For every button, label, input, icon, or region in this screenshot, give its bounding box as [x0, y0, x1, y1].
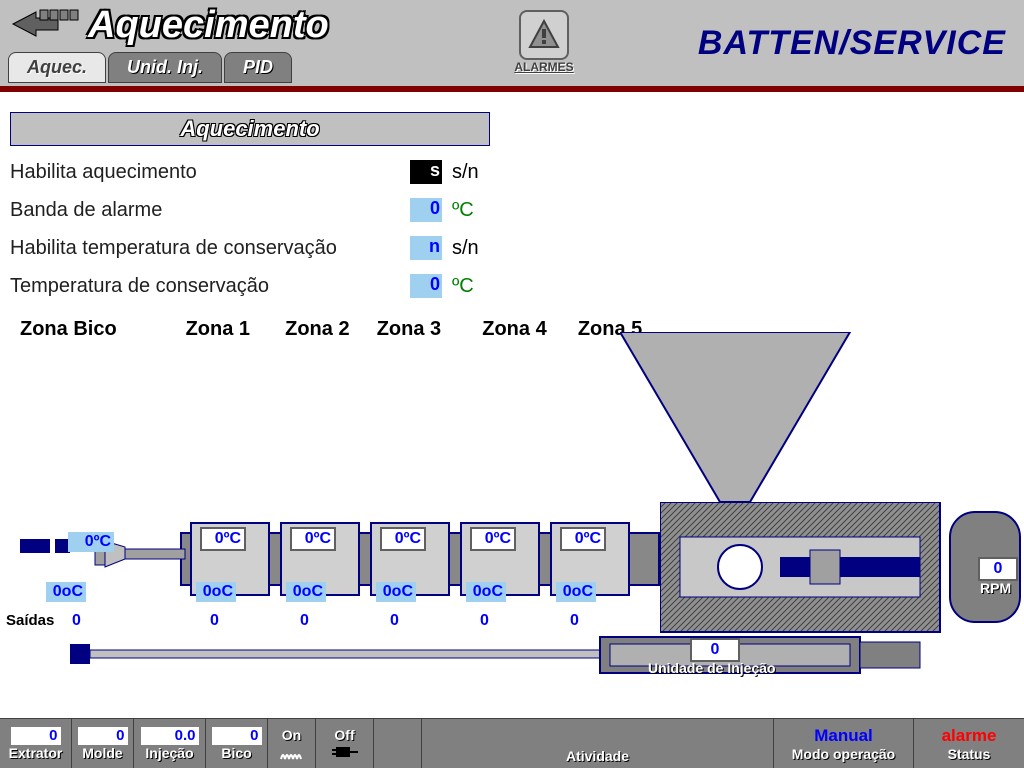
footer-injecao[interactable]: 0.0 Injeção — [134, 719, 206, 768]
footer-value: 0 — [212, 727, 262, 745]
header-bar: Aquecimento Aquec. Unid. Inj. PID ALARME… — [0, 0, 1024, 92]
heat-on-icon — [277, 743, 307, 761]
saidas-bico: 0 — [72, 612, 81, 630]
rpm-label: RPM — [980, 580, 1011, 596]
injection-cylinder — [70, 632, 990, 692]
footer-bar: 0 Extrator 0 Molde 0.0 Injeção 0 Bico On… — [0, 718, 1024, 768]
footer-status[interactable]: alarme Status — [914, 719, 1024, 768]
footer-atividade: Atividade — [422, 719, 774, 768]
param-unit: ºC — [452, 199, 474, 222]
zone-reading-3: 0oC — [376, 582, 416, 602]
status-label: Status — [948, 746, 991, 762]
zone-setpoint-bico[interactable]: 0ºC — [68, 532, 114, 552]
injection-value[interactable]: 0 — [690, 638, 740, 662]
param-label: Habilita aquecimento — [10, 161, 410, 184]
footer-bico[interactable]: 0 Bico — [206, 719, 268, 768]
param-unit: s/n — [452, 237, 479, 260]
off-label: Off — [334, 727, 354, 743]
tab-aquec[interactable]: Aquec. — [8, 52, 106, 83]
atividade-label: Atividade — [566, 748, 629, 764]
brand-logo: BATTEN/SERVICE — [698, 24, 1006, 63]
param-input[interactable]: s — [410, 160, 442, 184]
param-input[interactable]: n — [410, 236, 442, 260]
zone-setpoint-1[interactable]: 0ºC — [200, 527, 246, 551]
footer-label: Bico — [221, 745, 251, 761]
param-habilita-aquecimento: Habilita aquecimento s s/n — [10, 160, 1014, 184]
tab-unid-inj[interactable]: Unid. Inj. — [108, 52, 222, 83]
page-title: Aquecimento — [88, 4, 329, 47]
on-label: On — [282, 727, 301, 743]
param-label: Banda de alarme — [10, 199, 410, 222]
footer-molde[interactable]: 0 Molde — [72, 719, 134, 768]
zone-setpoint-3[interactable]: 0ºC — [380, 527, 426, 551]
param-unit: s/n — [452, 161, 479, 184]
footer-label: Injeção — [145, 745, 193, 761]
footer-off[interactable]: Off — [316, 719, 374, 768]
tab-bar: Aquec. Unid. Inj. PID — [8, 52, 292, 83]
main-content: Aquecimento Habilita aquecimento s s/n B… — [0, 92, 1024, 361]
param-habilita-temp-conserv: Habilita temperatura de conservação n s/… — [10, 236, 1014, 260]
param-temp-conserv: Temperatura de conservação 0 ºC — [10, 274, 1014, 298]
modo-label: Modo operação — [792, 746, 895, 762]
modo-value: Manual — [814, 726, 873, 746]
param-input[interactable]: 0 — [410, 198, 442, 222]
alarms-label: ALARMES — [514, 60, 574, 74]
footer-value: 0 — [11, 727, 61, 745]
zone-setpoint-2[interactable]: 0ºC — [290, 527, 336, 551]
footer-value: 0 — [78, 727, 128, 745]
zone-reading-2: 0oC — [286, 582, 326, 602]
saidas-4: 0 — [480, 612, 489, 630]
param-label: Habilita temperatura de conservação — [10, 237, 410, 260]
footer-value: 0.0 — [141, 727, 199, 745]
zone-setpoint-5[interactable]: 0ºC — [560, 527, 606, 551]
injection-label: Unidade de Injeção — [648, 660, 776, 676]
zone-reading-5: 0oC — [556, 582, 596, 602]
status-value: alarme — [942, 726, 997, 746]
param-unit: ºC — [452, 275, 474, 298]
saidas-5: 0 — [570, 612, 579, 630]
saidas-1: 0 — [210, 612, 219, 630]
param-banda-alarme: Banda de alarme 0 ºC — [10, 198, 1014, 222]
zone-reading-bico: 0oC — [46, 582, 86, 602]
rpm-value: 0 — [978, 557, 1018, 581]
footer-label: Extrator — [9, 745, 63, 761]
tab-pid[interactable]: PID — [224, 52, 292, 83]
saidas-2: 0 — [300, 612, 309, 630]
zone-reading-1: 0oC — [196, 582, 236, 602]
section-title: Aquecimento — [10, 112, 490, 146]
warning-icon — [519, 10, 569, 60]
plug-icon — [330, 743, 360, 761]
param-label: Temperatura de conservação — [10, 275, 410, 298]
zone-reading-4: 0oC — [466, 582, 506, 602]
footer-on[interactable]: On — [268, 719, 316, 768]
logo-icon — [8, 4, 80, 44]
saidas-3: 0 — [390, 612, 399, 630]
saidas-label: Saídas — [6, 612, 54, 629]
zone-setpoint-4[interactable]: 0ºC — [470, 527, 516, 551]
param-input[interactable]: 0 — [410, 274, 442, 298]
machine-diagram: 0ºC 0ºC 0ºC 0ºC 0ºC 0ºC 0oC 0oC 0oC 0oC … — [0, 332, 1024, 712]
footer-label: Molde — [82, 745, 122, 761]
alarms-button[interactable]: ALARMES — [514, 10, 574, 74]
footer-spacer-1 — [374, 719, 422, 768]
footer-extrator[interactable]: 0 Extrator — [0, 719, 72, 768]
footer-modo[interactable]: Manual Modo operação — [774, 719, 914, 768]
